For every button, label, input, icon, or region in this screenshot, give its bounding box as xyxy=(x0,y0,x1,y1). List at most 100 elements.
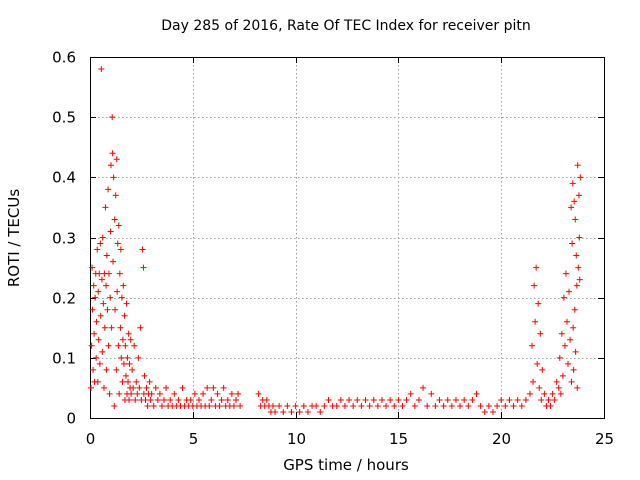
data-point xyxy=(210,384,217,391)
data-point xyxy=(576,234,583,241)
data-point xyxy=(269,402,276,409)
data-point xyxy=(537,330,544,337)
data-point xyxy=(109,150,116,157)
data-point xyxy=(237,402,244,409)
data-point xyxy=(362,396,369,403)
data-point xyxy=(100,384,107,391)
data-point xyxy=(161,396,168,403)
data-point xyxy=(103,252,110,259)
data-point xyxy=(107,294,114,301)
data-point xyxy=(568,204,575,211)
data-point xyxy=(313,402,320,409)
data-point xyxy=(115,342,122,349)
data-point xyxy=(300,402,307,409)
data-point xyxy=(195,396,202,403)
data-point xyxy=(325,396,332,403)
data-point xyxy=(387,396,394,403)
data-point xyxy=(346,396,353,403)
x-tick-label: 15 xyxy=(389,430,408,448)
data-point xyxy=(139,246,146,253)
x-tick-label: 20 xyxy=(492,430,511,448)
data-point xyxy=(135,354,142,361)
data-point xyxy=(95,288,102,295)
data-point xyxy=(90,366,97,373)
y-tick-label: 0 xyxy=(66,410,76,428)
data-point xyxy=(140,264,147,271)
data-point xyxy=(120,282,127,289)
data-point xyxy=(561,342,568,349)
data-points xyxy=(88,66,584,415)
data-point xyxy=(105,186,112,193)
data-point xyxy=(208,396,215,403)
data-point xyxy=(216,402,223,409)
data-point xyxy=(440,402,447,409)
data-point xyxy=(116,270,123,277)
data-point xyxy=(88,342,95,349)
data-point xyxy=(105,270,112,277)
data-point xyxy=(110,174,117,181)
data-point xyxy=(547,402,554,409)
data-point xyxy=(167,396,174,403)
data-point xyxy=(276,402,283,409)
data-point xyxy=(220,384,227,391)
data-point xyxy=(119,378,126,385)
data-point xyxy=(114,240,121,247)
data-point xyxy=(99,348,106,355)
y-tick-label: 0.6 xyxy=(52,49,76,67)
data-point xyxy=(337,396,344,403)
data-point xyxy=(152,384,159,391)
data-point xyxy=(284,402,291,409)
data-point xyxy=(530,378,537,385)
data-point xyxy=(535,300,542,307)
data-point xyxy=(118,354,125,361)
data-point xyxy=(122,342,129,349)
data-point xyxy=(570,324,577,331)
data-point xyxy=(98,276,105,283)
data-point xyxy=(575,192,582,199)
data-point xyxy=(534,360,541,367)
data-point xyxy=(218,396,225,403)
data-point xyxy=(121,312,128,319)
data-point xyxy=(559,372,566,379)
data-point xyxy=(94,378,101,385)
chart-title: Day 285 of 2016, Rate Of TEC Index for r… xyxy=(161,18,531,34)
data-point xyxy=(136,384,143,391)
data-point xyxy=(104,306,111,313)
data-point xyxy=(576,276,583,283)
data-point xyxy=(569,180,576,187)
data-point xyxy=(144,402,151,409)
data-point xyxy=(214,390,221,397)
data-point xyxy=(110,258,117,265)
data-point xyxy=(97,240,104,247)
data-point xyxy=(502,402,509,409)
data-point xyxy=(557,390,564,397)
data-point xyxy=(366,402,373,409)
data-point xyxy=(551,396,558,403)
data-point xyxy=(292,402,299,409)
data-point xyxy=(560,294,567,301)
data-point xyxy=(143,384,150,391)
data-point xyxy=(132,396,139,403)
data-point xyxy=(90,282,97,289)
data-point xyxy=(112,192,119,199)
data-point xyxy=(114,288,121,295)
data-point xyxy=(127,336,134,343)
data-point xyxy=(156,390,163,397)
data-point xyxy=(171,390,178,397)
data-point xyxy=(105,342,112,349)
data-point xyxy=(92,294,99,301)
data-point xyxy=(142,396,149,403)
data-point xyxy=(91,330,98,337)
y-tick-label: 0.2 xyxy=(52,290,76,308)
x-tick-label: 25 xyxy=(595,430,614,448)
data-point xyxy=(563,318,570,325)
data-point xyxy=(556,354,563,361)
data-point xyxy=(465,402,472,409)
data-point xyxy=(570,366,577,373)
data-point xyxy=(457,402,464,409)
data-point xyxy=(296,408,303,415)
data-point xyxy=(411,402,418,409)
x-axis-label: GPS time / hours xyxy=(283,456,409,474)
data-point xyxy=(141,372,148,379)
data-point xyxy=(111,402,118,409)
